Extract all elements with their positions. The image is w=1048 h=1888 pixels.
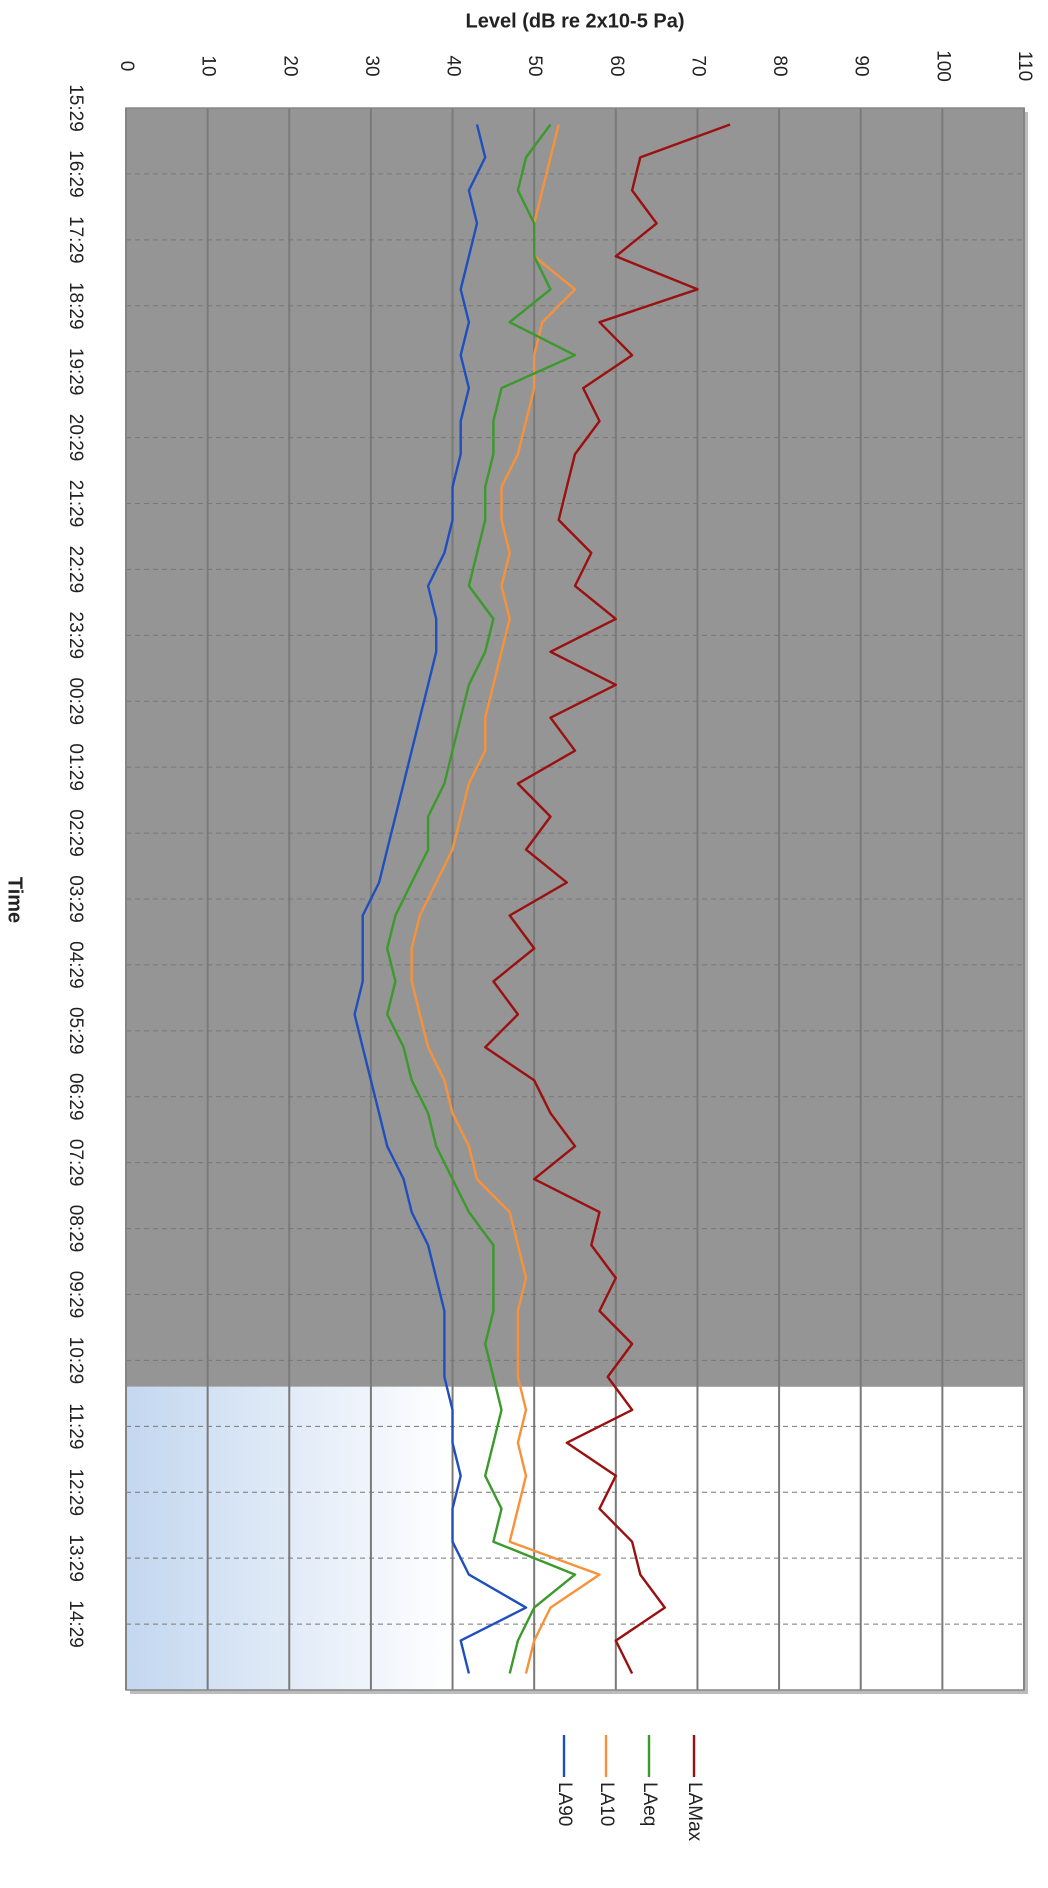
value-tick-label: 60 xyxy=(606,55,627,76)
time-tick-label: 23:29 xyxy=(65,612,86,660)
axis-title: Level (dB re 2x10-5 Pa) xyxy=(466,10,685,32)
time-tick-label: 10:29 xyxy=(65,1337,86,1385)
time-tick-label: 07:29 xyxy=(65,1139,86,1187)
time-tick-label: 02:29 xyxy=(65,809,86,857)
legend-label: LAMax xyxy=(684,1782,705,1842)
value-tick-label: 110 xyxy=(1014,51,1035,81)
time-tick-label: 03:29 xyxy=(65,875,86,923)
legend-label: LAeq xyxy=(639,1782,660,1826)
time-tick-label: 06:29 xyxy=(65,1073,86,1121)
series-line xyxy=(484,123,731,1675)
time-tick-label: 15:29 xyxy=(65,84,86,132)
time-tick-label: 22:29 xyxy=(65,546,86,594)
value-tick-label: 10 xyxy=(198,55,219,76)
value-tick-label: 100 xyxy=(932,50,953,82)
time-tick-label: 01:29 xyxy=(65,743,86,791)
time-tick-label: 17:29 xyxy=(65,216,86,264)
value-tick-label: 40 xyxy=(443,55,464,76)
time-tick-label: 11:29 xyxy=(65,1403,86,1449)
value-tick-label: 80 xyxy=(769,55,790,76)
time-tick-label: 00:29 xyxy=(65,677,86,725)
value-tick-label: 0 xyxy=(116,61,137,72)
value-tick-label: 70 xyxy=(687,55,708,76)
time-tick-label: 13:29 xyxy=(65,1534,86,1582)
plot-border xyxy=(125,107,1025,1691)
time-tick-label: 16:29 xyxy=(65,150,86,198)
legend-label: LA90 xyxy=(554,1782,575,1826)
time-tick-label: 04:29 xyxy=(65,941,86,989)
time-tick-label: 14:29 xyxy=(65,1600,86,1648)
time-tick-label: 09:29 xyxy=(65,1271,86,1319)
value-tick-label: 20 xyxy=(279,55,300,76)
value-tick-label: 30 xyxy=(361,55,382,76)
time-tick-label: 18:29 xyxy=(65,282,86,330)
x-axis-title: Time xyxy=(4,877,26,923)
time-tick-label: 05:29 xyxy=(65,1007,86,1055)
time-tick-label: 20:29 xyxy=(65,414,86,462)
night-band xyxy=(126,108,1024,1387)
time-tick-label: 19:29 xyxy=(65,348,86,396)
series-line xyxy=(410,124,601,1674)
value-tick-label: 90 xyxy=(851,55,872,76)
time-tick-label: 12:29 xyxy=(65,1468,86,1516)
legend-label: LA10 xyxy=(596,1782,617,1826)
series-line xyxy=(386,123,577,1674)
time-tick-label: 08:29 xyxy=(65,1205,86,1253)
time-tick-label: 21:29 xyxy=(65,480,86,528)
series-line xyxy=(353,124,528,1674)
value-tick-label: 50 xyxy=(524,55,545,76)
